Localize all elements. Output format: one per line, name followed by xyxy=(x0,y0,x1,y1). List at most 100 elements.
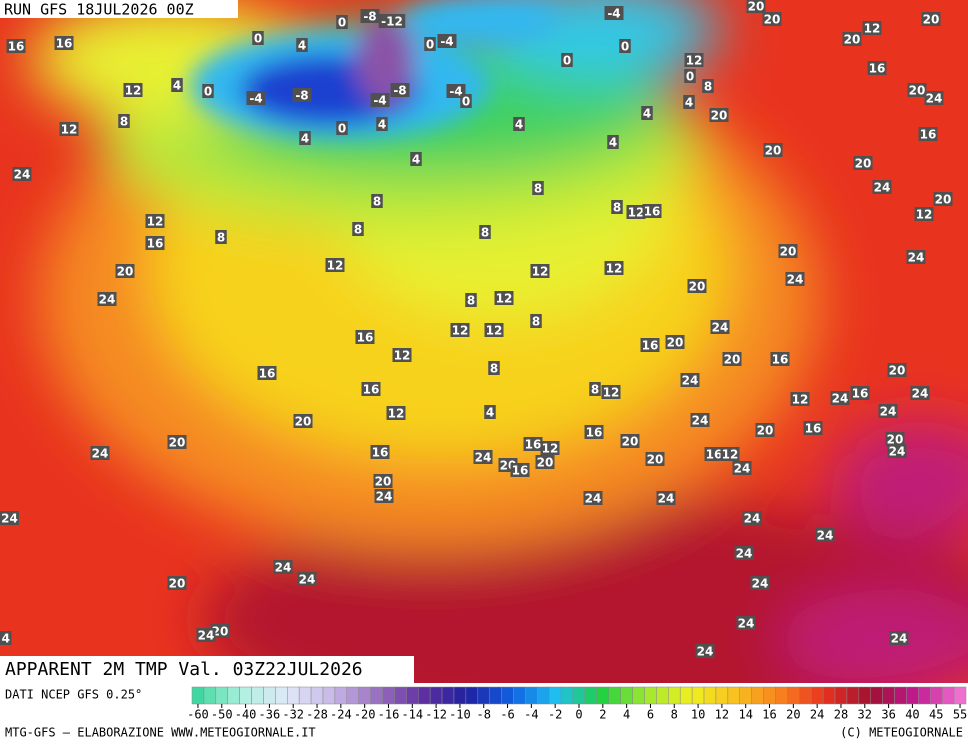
contour-label: 8 xyxy=(354,223,362,237)
colorbar-cell xyxy=(632,686,645,705)
contour-label-box xyxy=(746,0,766,13)
contour-label-box xyxy=(532,181,544,195)
credit: MTG-GFS – ELABORAZIONE WWW.METEOGIORNALE… xyxy=(5,726,316,740)
colorbar-cell xyxy=(525,686,538,705)
contour-label: 16 xyxy=(644,205,661,219)
contour-label: 8 xyxy=(591,383,599,397)
contour-label-box xyxy=(54,36,74,50)
contour-label: 16 xyxy=(147,237,164,251)
contour-label: 20 xyxy=(537,456,554,470)
colorbar-tick-label: -28 xyxy=(306,708,328,722)
colorbar-tick-label: -12 xyxy=(425,708,447,722)
colorbar-cell xyxy=(703,686,717,705)
contour-label: 16 xyxy=(512,464,529,478)
contour-label: 16 xyxy=(357,331,374,345)
colorbar-cell xyxy=(715,686,729,705)
contour-label-box xyxy=(604,6,624,20)
colorbar-tick-label: 10 xyxy=(691,708,705,722)
contour-label-box xyxy=(862,21,882,35)
contour-label: 20 xyxy=(889,364,906,378)
colorbar-tick-label: 28 xyxy=(834,708,848,722)
contour-label-box xyxy=(370,445,390,459)
contour-label-box xyxy=(325,258,345,272)
contour-label-box xyxy=(370,93,390,107)
contour-label: 20 xyxy=(765,144,782,158)
contour-label: 24 xyxy=(658,492,675,506)
contour-label-box xyxy=(720,447,740,461)
contour-label-box xyxy=(167,576,187,590)
colorbar-tick-label: -36 xyxy=(259,708,281,722)
contour-label-box xyxy=(619,39,631,53)
contour-label-box xyxy=(778,244,798,258)
contour-label-box xyxy=(171,78,183,92)
colorbar-tick-label: 45 xyxy=(929,708,943,722)
contour-label-box xyxy=(850,386,870,400)
colorbar-cell xyxy=(239,686,252,705)
contour-label-box xyxy=(722,352,742,366)
contour-label-box xyxy=(530,264,550,278)
contour-label: 24 xyxy=(889,445,906,459)
colorbar-cell xyxy=(537,686,550,705)
contour-label: 12 xyxy=(388,407,405,421)
contour-label: 8 xyxy=(532,315,540,329)
colorbar-cell xyxy=(310,686,324,705)
contour-label: 20 xyxy=(844,33,861,47)
contour-label-box xyxy=(336,15,348,29)
contour-label-box xyxy=(921,12,941,26)
contour-label: 8 xyxy=(217,231,225,245)
contour-label-box xyxy=(196,628,216,642)
contour-label: 8 xyxy=(534,182,542,196)
contour-label-box xyxy=(90,446,110,460)
contour-label: 20 xyxy=(780,245,797,259)
contour-label-box xyxy=(695,644,715,658)
contour-label-box xyxy=(626,205,646,219)
colorbar-cell xyxy=(322,686,336,705)
contour-label-box xyxy=(770,352,790,366)
colorbar-cell xyxy=(608,686,621,705)
contour-label: 4 xyxy=(609,136,617,150)
contour-label-box xyxy=(374,489,394,503)
contour-label: 8 xyxy=(373,195,381,209)
contour-label: 24 xyxy=(752,577,769,591)
colorbar-cell xyxy=(429,686,443,705)
contour-label-box xyxy=(123,83,143,97)
colorbar-cell xyxy=(834,686,848,705)
contour-label-box xyxy=(376,117,388,131)
contour-label: 12 xyxy=(792,393,809,407)
colorbar-cell xyxy=(775,686,788,705)
contour-label-box xyxy=(465,293,477,307)
contour-label-box xyxy=(687,279,707,293)
contour-label-box xyxy=(642,204,662,218)
contour-label: 20 xyxy=(622,435,639,449)
contour-label-box xyxy=(620,434,640,448)
contour-label: 16 xyxy=(372,446,389,460)
colorbar-cell xyxy=(799,686,812,705)
contour-label: 12 xyxy=(542,442,559,456)
contour-label-box xyxy=(683,95,695,109)
contour-label-box xyxy=(885,432,905,446)
colorbar-cell xyxy=(548,686,562,705)
contour-label: 4 xyxy=(173,79,181,93)
colorbar-cell xyxy=(572,686,586,705)
colorbar-cell xyxy=(203,686,217,705)
colorbar-tick-label: -6 xyxy=(500,708,514,722)
contour-label-box xyxy=(296,38,308,52)
contour-label-box xyxy=(604,261,624,275)
contour-label: -8 xyxy=(363,10,376,24)
contour-label: 20 xyxy=(757,424,774,438)
contour-label-box xyxy=(830,391,850,405)
contour-label: 4 xyxy=(298,39,306,53)
colorbar-cell xyxy=(346,686,359,705)
colorbar-cell xyxy=(453,686,467,705)
colorbar-cell xyxy=(930,686,943,705)
colorbar-cell xyxy=(941,686,955,705)
contour-label: 0 xyxy=(254,32,262,46)
colorbar-cell xyxy=(513,686,526,705)
contour-label-box xyxy=(656,491,676,505)
colorbar-cell xyxy=(858,686,871,705)
contour-label-box xyxy=(709,108,729,122)
contour-label-box xyxy=(887,363,907,377)
contour-label-box xyxy=(246,91,266,105)
contour-label-box xyxy=(607,135,619,149)
